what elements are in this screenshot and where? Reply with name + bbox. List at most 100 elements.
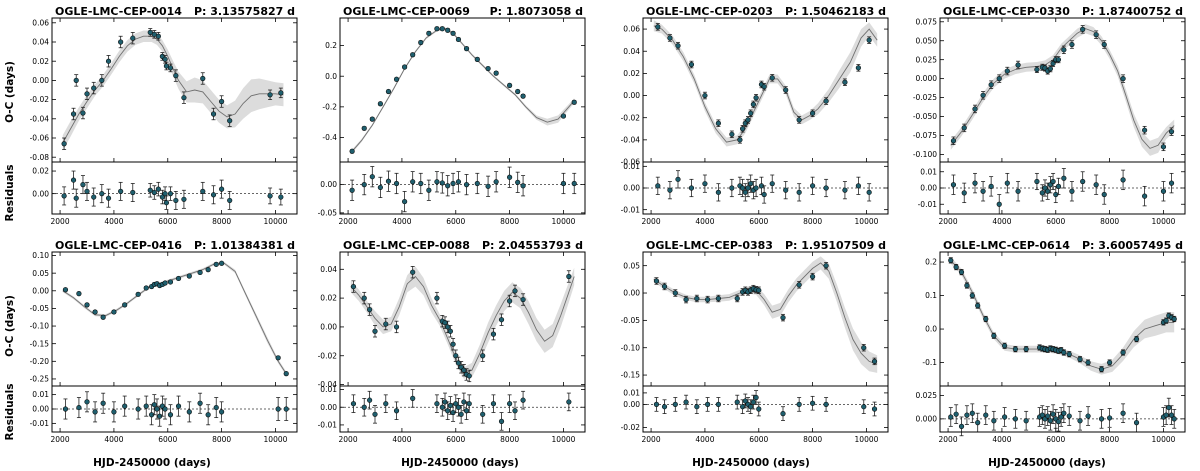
residual-point: [1101, 191, 1107, 198]
x-tick-label: 6000: [446, 435, 465, 444]
residual-point: [1023, 418, 1029, 424]
data-point: [745, 117, 751, 123]
y-tick-label: -0.1: [922, 358, 937, 367]
residual-y-tick-label: 0.01: [320, 385, 337, 394]
data-point: [493, 70, 499, 76]
residual-point: [1077, 418, 1083, 424]
residual-y-tick-label: 0.00: [920, 184, 937, 193]
y-tick-label: 0.06: [623, 25, 640, 34]
residual-point: [715, 401, 721, 408]
residual-point: [186, 409, 192, 415]
data-point: [653, 278, 660, 284]
data-point: [769, 75, 775, 81]
residual-point: [715, 189, 721, 195]
x-tick-label: 10000: [264, 217, 288, 226]
y-tick-label: 0.075: [916, 17, 938, 26]
residual-point: [393, 408, 400, 414]
data-point: [715, 295, 721, 302]
data-point: [1066, 351, 1072, 357]
residual-point: [1171, 416, 1177, 422]
residual-point: [205, 412, 211, 418]
x-tick-label: 4000: [992, 435, 1011, 444]
data-point: [953, 264, 959, 270]
residual-point: [105, 195, 112, 201]
fit-curve: [950, 28, 1175, 149]
residual-point: [219, 186, 225, 192]
data-point: [1004, 68, 1010, 74]
residual-point: [402, 198, 408, 205]
data-point: [84, 91, 90, 97]
residual-point: [175, 403, 182, 409]
x-tick-label: 4000: [695, 435, 714, 444]
residual-point: [748, 404, 754, 410]
data-point: [434, 295, 440, 301]
data-point: [1047, 66, 1053, 72]
residual-point: [810, 183, 816, 189]
panel-title: OGLE-LMC-CEP-0203: [646, 5, 773, 18]
residual-point: [1050, 411, 1056, 417]
residual-point: [80, 182, 86, 188]
data-point: [122, 302, 128, 308]
residual-point: [84, 188, 90, 194]
fit-uncertainty-band: [62, 30, 284, 151]
data-point: [439, 26, 445, 32]
data-point: [278, 90, 284, 96]
data-point: [871, 358, 878, 364]
residual-point: [383, 401, 389, 407]
data-point: [948, 257, 954, 263]
data-point: [350, 283, 357, 290]
residual-y-tick-label: 0.01: [32, 390, 49, 399]
residual-point: [953, 411, 959, 417]
residual-point: [197, 400, 203, 406]
y-tick-label: -0.025: [913, 93, 937, 102]
data-point: [205, 267, 211, 273]
y-tick-label: -0.05: [30, 304, 50, 313]
x-tick-label: 4000: [992, 217, 1011, 226]
panel-1: OGLE-LMC-CEP-0069 P: 1.8073058 d -0.4 -0.2 0…: [318, 5, 586, 226]
residual-y-tick-label: 0.025: [916, 391, 938, 400]
residual-point: [369, 174, 375, 180]
residual-point: [493, 179, 499, 185]
residual-point: [480, 411, 486, 417]
residual-point: [571, 180, 577, 187]
residual-point: [1085, 413, 1091, 419]
residual-point: [948, 414, 954, 420]
x-tick-label: 8000: [500, 217, 519, 226]
residual-point: [111, 409, 117, 415]
residual-point: [377, 184, 383, 191]
residual-point: [861, 404, 867, 410]
data-point: [560, 113, 567, 119]
residual-point: [200, 188, 206, 194]
y-tick-label: -0.10: [621, 343, 641, 352]
data-point: [175, 275, 182, 282]
residual-point: [653, 401, 660, 408]
residual-point: [1080, 178, 1086, 185]
residual-axes-frame: [339, 385, 586, 433]
residual-point: [426, 187, 432, 193]
residual-point: [988, 183, 994, 189]
data-point: [861, 345, 867, 351]
panel-title: OGLE-LMC-CEP-0383: [646, 239, 773, 252]
data-point: [1012, 346, 1018, 352]
data-point: [507, 82, 513, 89]
x-tick-label: 8000: [1100, 217, 1119, 226]
y-tick-label: -0.06: [30, 134, 50, 143]
residual-point: [84, 399, 90, 405]
residual-y-tick-label: 0.00: [623, 400, 640, 409]
period-label: P: 3.13575827 d: [194, 5, 295, 18]
data-point: [99, 77, 105, 83]
data-point: [377, 101, 383, 107]
residual-point: [1061, 175, 1067, 181]
data-point: [748, 110, 754, 116]
data-point: [181, 95, 187, 101]
residual-point: [507, 174, 513, 180]
x-tick-label: 10000: [855, 435, 879, 444]
data-point: [761, 84, 767, 90]
data-point: [1101, 41, 1107, 48]
residual-y-tick-label: 0.00: [32, 189, 49, 198]
data-point: [705, 296, 711, 303]
x-tick-label: 4000: [695, 217, 714, 226]
residual-point: [349, 187, 355, 193]
residual-point: [1061, 410, 1067, 416]
